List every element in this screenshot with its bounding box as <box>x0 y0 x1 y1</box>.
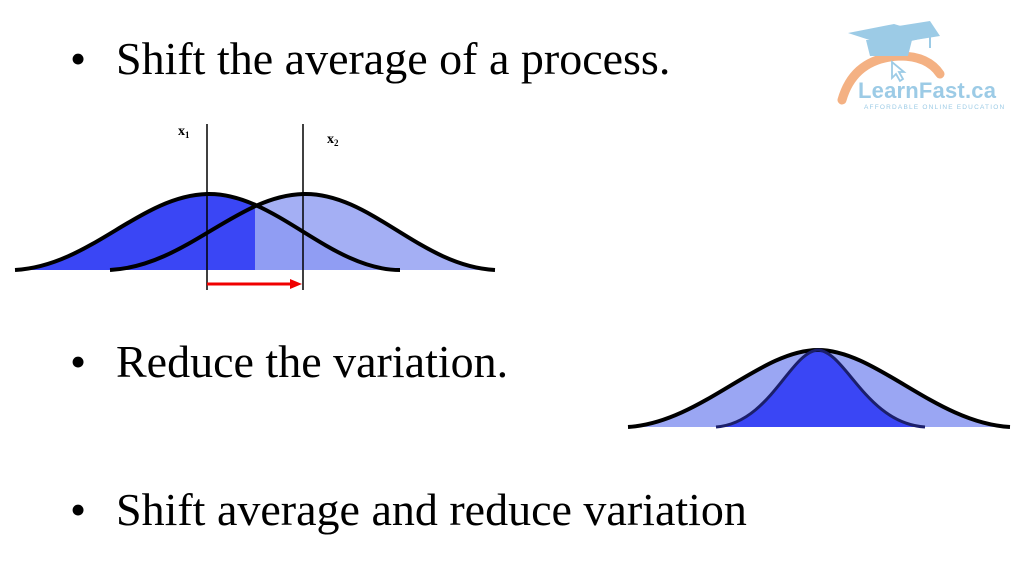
shift-arrow <box>207 279 302 289</box>
label-x2: x2 <box>327 132 339 148</box>
logo-graphic <box>837 21 945 105</box>
narrow-distribution-fill <box>716 350 925 427</box>
logo-tagline: AFFORDABLE ONLINE EDUCATION <box>864 104 1006 111</box>
bullet-shift-average: • Shift the average of a process. <box>70 36 670 82</box>
learnfast-logo: LearnFast.ca AFFORDABLE ONLINE EDUCATION <box>836 16 1012 116</box>
narrow-distribution-curve <box>715 348 926 429</box>
logo-arc <box>837 51 945 105</box>
graduation-cap-icon <box>848 21 940 56</box>
bullet-text: Shift average and reduce variation <box>116 484 747 535</box>
logo-brand-text: LearnFast.ca <box>858 78 997 103</box>
bullet-marker: • <box>70 484 87 535</box>
bullet-text: Reduce the variation. <box>116 336 509 387</box>
bullet-shift-and-reduce: • Shift average and reduce variation <box>70 487 747 533</box>
overlap-fill <box>15 193 255 270</box>
label-x1: x1 <box>178 124 190 140</box>
bullet-reduce-variation: • Reduce the variation. <box>70 339 508 385</box>
cursor-icon <box>891 60 907 83</box>
bullet-marker: • <box>70 336 87 387</box>
bullet-marker: • <box>70 33 87 84</box>
bullet-text: Shift the average of a process. <box>116 33 671 84</box>
